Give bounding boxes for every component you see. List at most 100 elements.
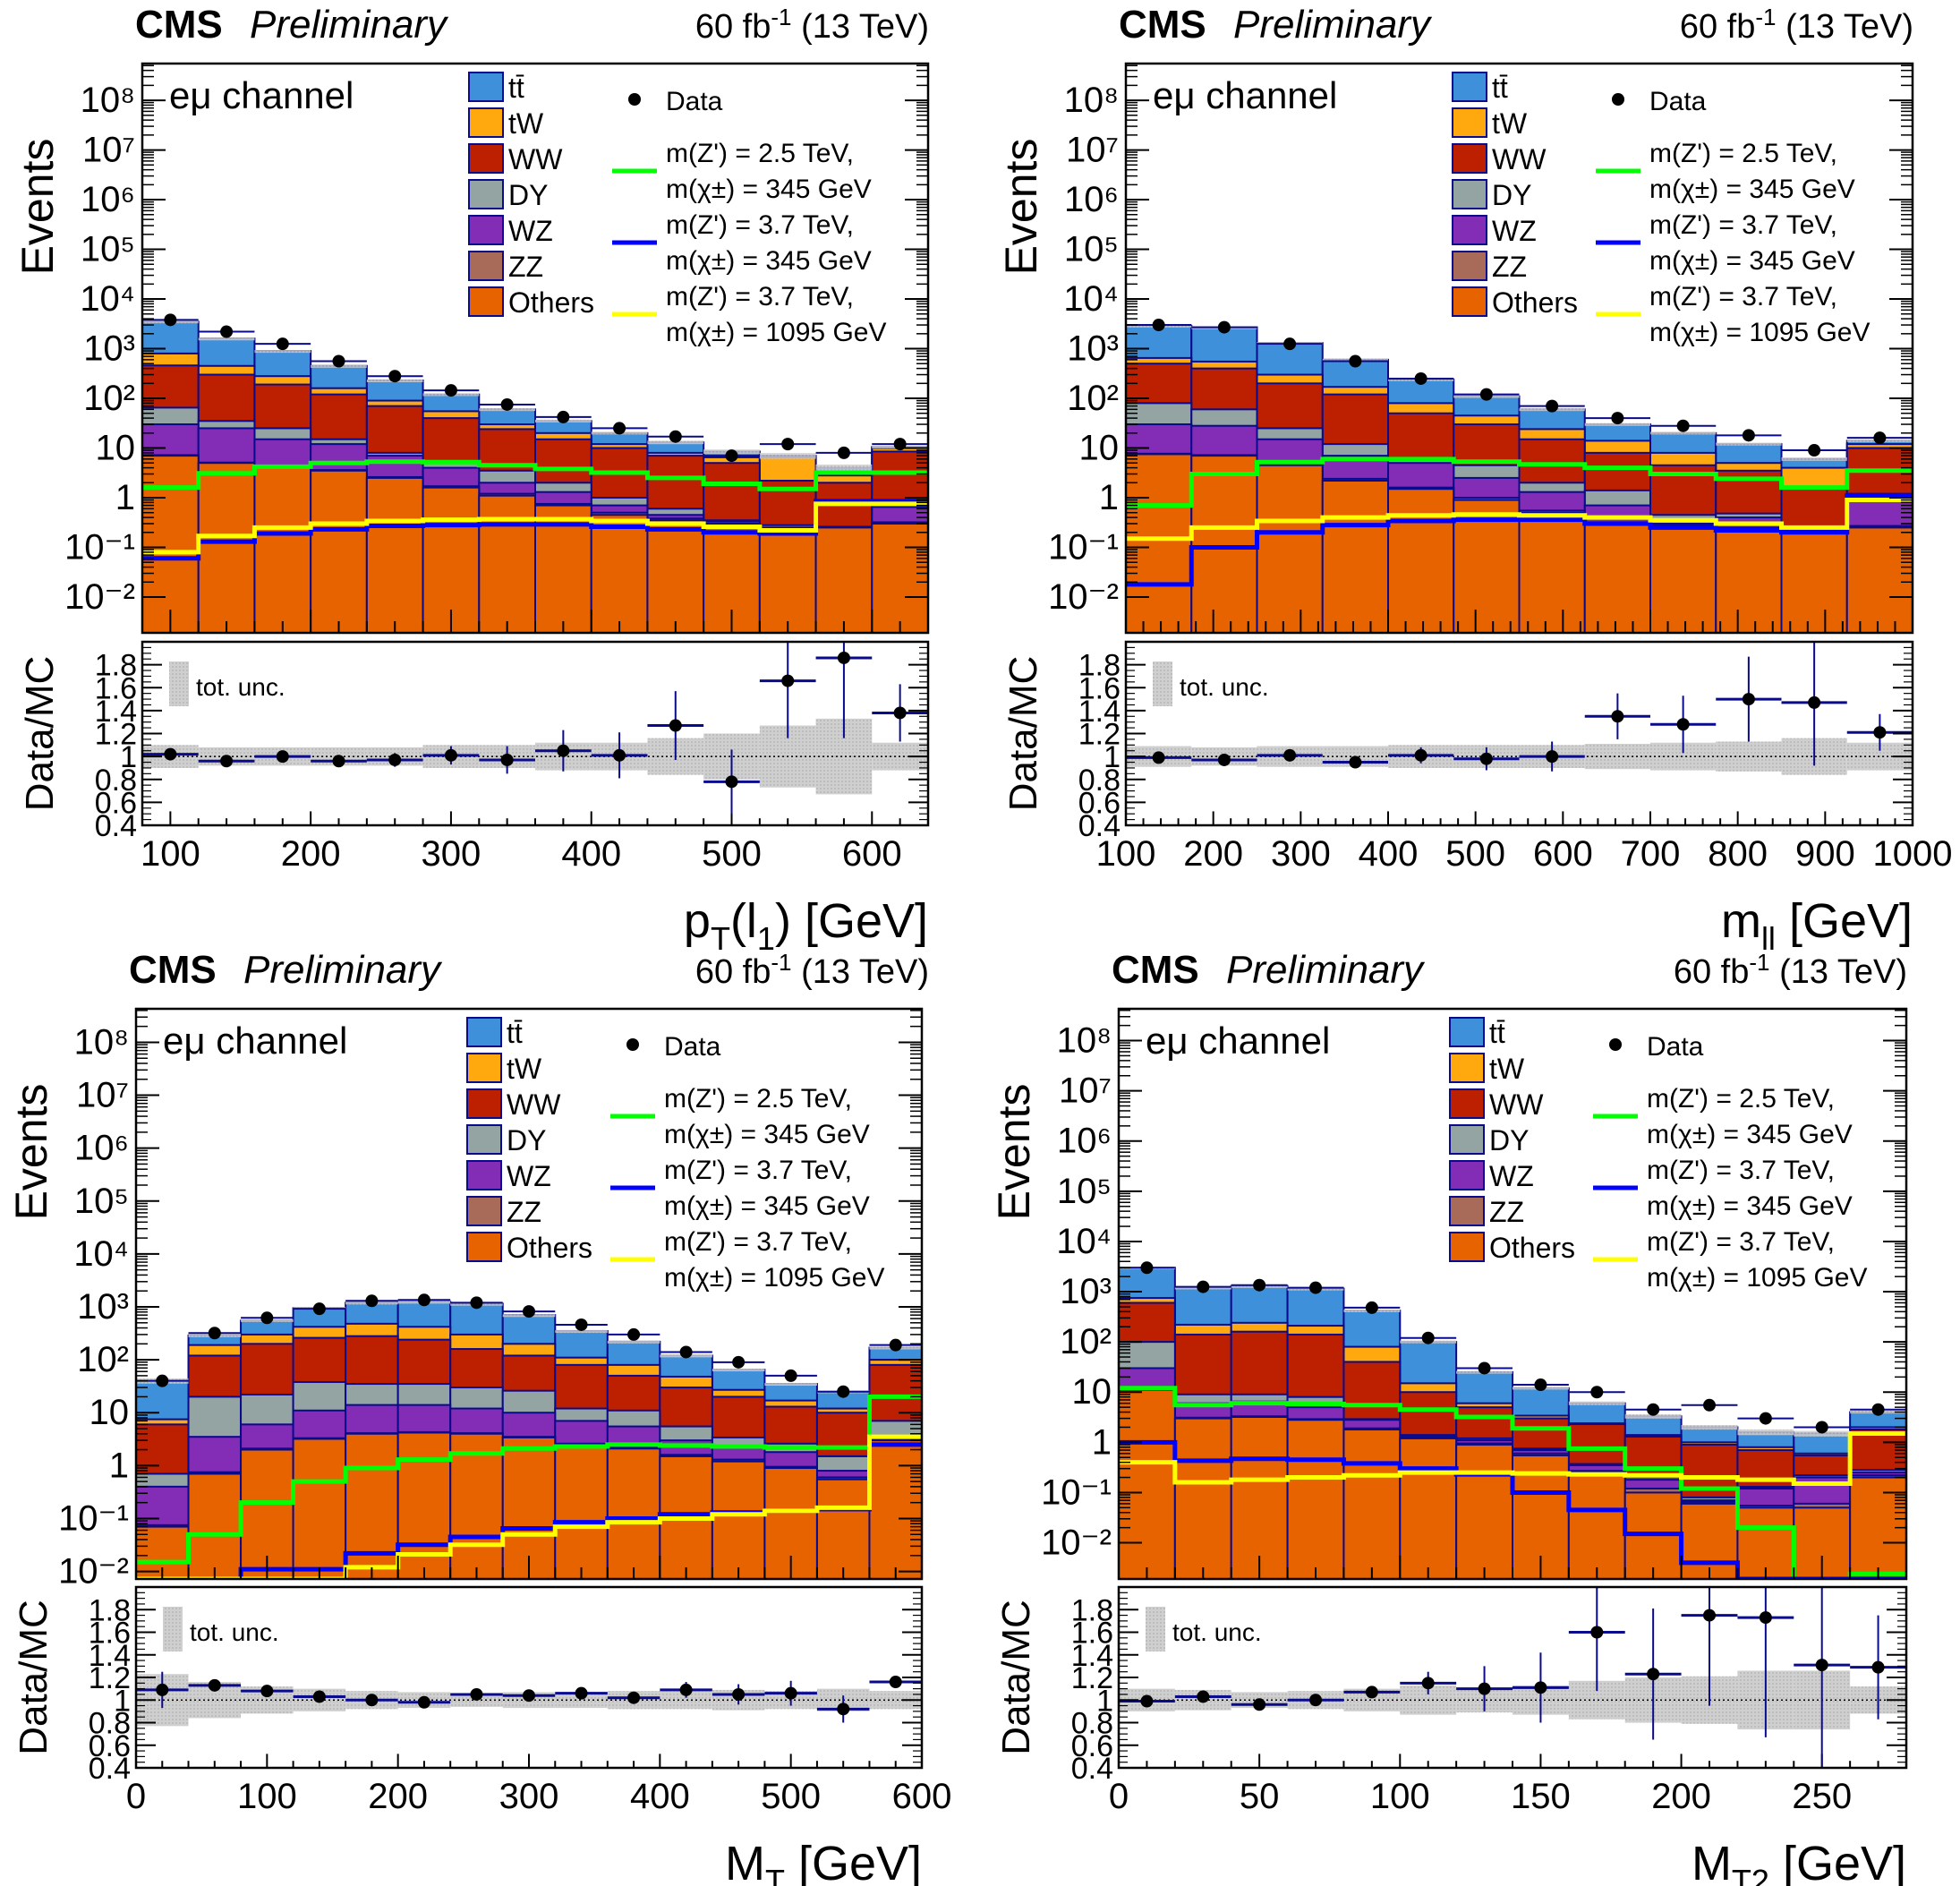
- data-point: [388, 370, 402, 383]
- ratio-y-tick-label: 0.6: [89, 1729, 131, 1763]
- legend-signal-label: m(χ±) = 1095 GeV: [1647, 1263, 1867, 1293]
- legend-label-dy: DY: [1489, 1124, 1529, 1156]
- legend-label-ttbar: tt̄: [508, 72, 524, 104]
- stack-bar-others: [871, 523, 928, 633]
- ratio-y-tick-label: 0.8: [89, 1707, 131, 1741]
- data-point: [1590, 1386, 1604, 1399]
- legend-label-zz: ZZ: [508, 251, 543, 283]
- preliminary-label: Preliminary: [250, 3, 449, 47]
- y-tick-label: 10⁸: [74, 1022, 129, 1062]
- stack-bar-others: [1567, 1472, 1626, 1579]
- ratio-y-tick-label: 1.8: [89, 1593, 131, 1627]
- legend-unc-label: tot. unc.: [1172, 1618, 1262, 1646]
- y-tick-label: 10⁻¹: [64, 527, 135, 567]
- legend-label-wz: WZ: [1492, 215, 1537, 247]
- ratio-y-tick-label: 1.6: [95, 671, 137, 705]
- stack-bar-others: [292, 1438, 347, 1579]
- data-point: [1703, 1398, 1716, 1412]
- x-tick-label: 900: [1795, 834, 1855, 874]
- data-point: [312, 1302, 326, 1316]
- ratio-point: [784, 1686, 797, 1700]
- stack-bar-others: [1321, 479, 1389, 633]
- data-point: [1197, 1280, 1210, 1293]
- y-tick-label: 10⁻²: [58, 1552, 129, 1592]
- legend-swatch-ttbar: [468, 72, 504, 102]
- stack-bar-others: [815, 1478, 871, 1579]
- stack-bar-others: [554, 1443, 609, 1579]
- y-axis-title: Events: [996, 139, 1046, 276]
- stack-bar-others: [758, 526, 817, 633]
- data-point: [1871, 1403, 1885, 1416]
- signal-line-3: [142, 501, 928, 555]
- data-point: [781, 438, 795, 451]
- stack-bar-others: [187, 1472, 243, 1579]
- data-point: [893, 438, 907, 451]
- mc-uncertainty-band: [555, 1330, 608, 1334]
- legend-data-marker: [628, 93, 641, 106]
- ratio-point: [220, 755, 234, 768]
- ratio-point: [444, 748, 457, 762]
- ratio-y-tick-label: 1.2: [89, 1661, 131, 1695]
- ratio-point: [613, 748, 626, 762]
- legend-swatch-dy: [468, 179, 504, 209]
- legend-signal-label: m(χ±) = 1095 GeV: [666, 318, 886, 347]
- y-tick-label: 10⁶: [1064, 180, 1119, 219]
- ratio-y-tick-label: 0.4: [1078, 809, 1121, 843]
- y-tick-label: 1: [1092, 1422, 1112, 1462]
- legend-signal-label: m(Z') = 3.7 TeV,: [664, 1156, 852, 1185]
- ratio-point: [1349, 755, 1362, 769]
- ratio-y-tick-label: 1.4: [95, 695, 137, 729]
- x-tick-label: 0: [1109, 1777, 1129, 1816]
- ratio-point: [276, 750, 289, 764]
- y-tick-label: 10⁴: [1056, 1222, 1112, 1261]
- legend-swatch-ttbar: [1449, 1017, 1485, 1047]
- ratio-point: [669, 719, 682, 732]
- ratio-point: [1140, 1694, 1154, 1708]
- lumi-label: 60 fb-1 (13 TeV): [695, 4, 929, 46]
- y-tick-label: 10³: [77, 1287, 129, 1327]
- legend-swatch-zz: [1449, 1196, 1485, 1226]
- x-tick-label: 100: [1370, 1777, 1430, 1816]
- legend-label-ttbar: tt̄: [1489, 1017, 1505, 1049]
- x-tick-label: 600: [892, 1777, 952, 1816]
- mc-uncertainty-band: [759, 453, 816, 459]
- ratio-point: [732, 1687, 746, 1701]
- x-tick-label: 300: [1271, 834, 1331, 874]
- y-tick-label: 1: [1099, 478, 1119, 517]
- data-point: [208, 1327, 221, 1340]
- signal-line-1: [142, 459, 928, 491]
- ratio-y-tick-label: 0.8: [95, 764, 137, 798]
- data-point: [1873, 431, 1887, 445]
- y-tick-label: 10: [96, 429, 136, 468]
- legend-swatch-wz: [468, 215, 504, 245]
- legend-signal-label: m(Z') = 3.7 TeV,: [1647, 1156, 1835, 1185]
- x-tick-label: 200: [1651, 1777, 1711, 1816]
- stack-bar-others: [1715, 528, 1783, 633]
- ratio-point: [893, 706, 907, 720]
- ratio-axis-title: Data/MC: [12, 1600, 55, 1755]
- legend-signal-label: m(Z') = 3.7 TeV,: [666, 210, 854, 240]
- cms-label: CMS: [129, 948, 217, 992]
- legend-label-others: Others: [1492, 286, 1578, 319]
- legend-signal-label: m(χ±) = 345 GeV: [1647, 1120, 1853, 1149]
- y-tick-label: 10⁷: [82, 131, 135, 170]
- legend-swatch-dy: [1449, 1124, 1485, 1155]
- legend-swatch-tw: [1449, 1053, 1485, 1083]
- ratio-point: [575, 1686, 588, 1700]
- data-point: [1283, 337, 1297, 351]
- legend-swatch-ww: [1449, 1088, 1485, 1119]
- ratio-point: [1283, 748, 1297, 762]
- mc-uncertainty-band: [254, 350, 311, 354]
- legend-signal-label: m(Z') = 3.7 TeV,: [1649, 282, 1837, 311]
- data-point: [444, 384, 457, 397]
- signal-line-2: [142, 499, 928, 561]
- x-axis-title: pT(l1) [GeV]: [684, 894, 928, 957]
- ratio-plot-area: [1119, 1587, 1906, 1768]
- ratio-y-tick-label: 0.4: [89, 1752, 131, 1786]
- y-tick-label: 10⁴: [73, 1234, 129, 1274]
- x-axis-title: MT2 [GeV]: [1692, 1837, 1906, 1886]
- y-tick-label: 10⁵: [1057, 1172, 1112, 1211]
- x-tick-label: 250: [1792, 1777, 1852, 1816]
